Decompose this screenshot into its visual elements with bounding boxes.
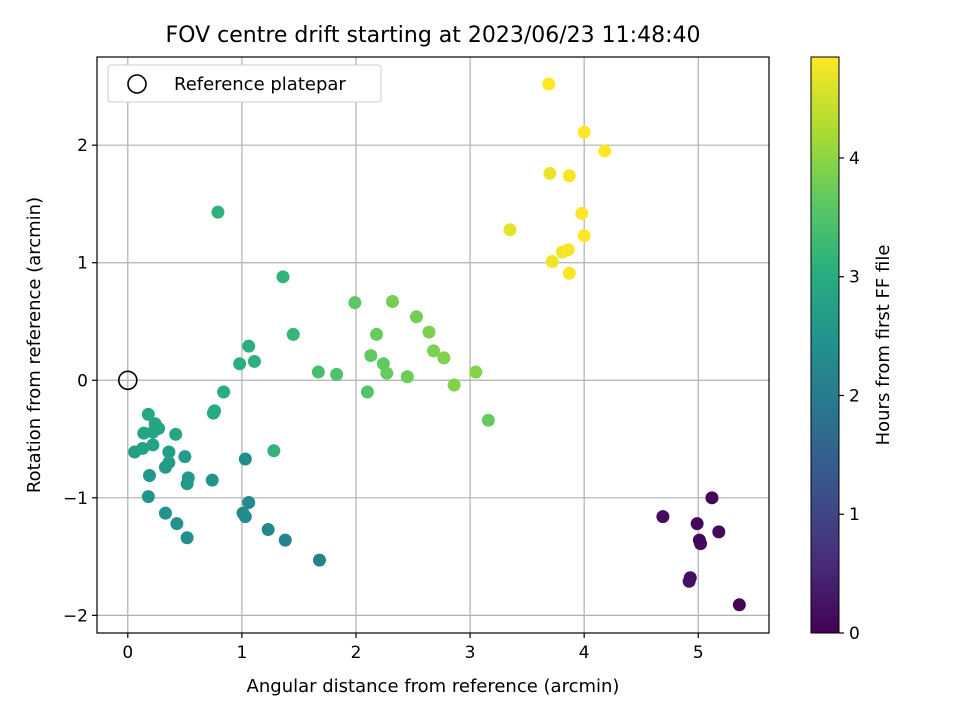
data-point [690, 517, 704, 531]
x-tick-label: 3 [465, 643, 476, 663]
y-tick-label: 0 [77, 371, 88, 391]
data-point [561, 243, 575, 257]
data-point [162, 456, 176, 470]
legend-entry-reference-platepar: Reference platepar [174, 74, 346, 95]
data-point [447, 378, 461, 392]
data-point [242, 339, 256, 353]
colorbar-tick-label: 4 [849, 149, 860, 169]
data-point [370, 327, 384, 341]
data-point [503, 223, 517, 237]
x-tick-label: 4 [579, 643, 590, 663]
data-point [238, 452, 252, 466]
data-point [437, 351, 451, 365]
data-point [278, 533, 292, 547]
data-point [267, 444, 281, 458]
legend-marker-icon [127, 74, 147, 94]
data-point [577, 125, 591, 139]
data-point [205, 473, 219, 487]
data-point [545, 255, 559, 269]
legend: Reference platepar [107, 64, 382, 103]
data-point [286, 327, 300, 341]
data-point [360, 385, 374, 399]
data-point [656, 510, 670, 524]
data-point [141, 490, 155, 504]
data-point [575, 206, 589, 220]
data-point [562, 266, 576, 280]
data-point [385, 295, 399, 309]
data-point [712, 525, 726, 539]
data-point [598, 144, 612, 158]
data-point [400, 370, 414, 384]
data-point [181, 471, 195, 485]
data-points [128, 77, 746, 612]
legend-box [107, 64, 382, 103]
colorbar-tick-label: 1 [849, 505, 860, 525]
data-point [481, 413, 495, 427]
data-point [146, 438, 160, 452]
data-point [148, 417, 162, 431]
x-axis-label: Angular distance from reference (arcmin) [247, 676, 620, 697]
colorbar-gradient [810, 56, 840, 634]
data-point [238, 510, 252, 524]
data-point [694, 537, 708, 551]
data-point [311, 365, 325, 379]
data-point [217, 385, 231, 399]
colorbar: 0 1 2 3 4 Hours from first FF file [810, 56, 894, 644]
y-axis-ticks: −2 −1 0 1 2 [63, 136, 97, 626]
grid-lines [97, 57, 769, 633]
data-point [348, 296, 362, 310]
data-point [247, 354, 261, 368]
reference-point-marker [118, 370, 138, 391]
x-tick-label: 1 [236, 643, 247, 663]
y-tick-label: 2 [77, 136, 88, 156]
data-point [208, 404, 222, 418]
data-point [682, 574, 696, 588]
y-axis-label: Rotation from reference (arcmin) [24, 197, 45, 493]
data-point [542, 77, 556, 91]
data-point [422, 325, 436, 339]
data-point [180, 531, 194, 545]
colorbar-tick-label: 2 [849, 386, 860, 406]
data-point [380, 366, 394, 380]
data-point [169, 427, 183, 441]
colorbar-label: Hours from first FF file [873, 245, 894, 446]
data-point [427, 344, 441, 358]
data-point [705, 491, 719, 505]
data-point [409, 310, 423, 324]
data-point [330, 367, 344, 381]
data-point [142, 468, 156, 482]
data-point [312, 553, 326, 567]
colorbar-tick-label: 0 [849, 624, 860, 644]
data-point [364, 349, 378, 363]
data-point [162, 445, 176, 459]
data-point [562, 169, 576, 183]
data-point [577, 229, 591, 243]
x-axis-ticks: 0 1 2 3 4 5 [122, 633, 704, 663]
data-point [211, 205, 225, 219]
data-point [276, 270, 290, 284]
data-point [543, 166, 557, 180]
data-point [732, 598, 746, 612]
data-point [469, 365, 483, 379]
data-point [233, 357, 247, 371]
colorbar-ticks: 0 1 2 3 4 [839, 149, 860, 644]
data-point [136, 441, 150, 455]
y-tick-label: 1 [77, 254, 88, 274]
plot-frame [96, 56, 770, 634]
x-tick-label: 2 [351, 643, 362, 663]
data-point [170, 517, 184, 531]
x-tick-label: 5 [693, 643, 704, 663]
y-tick-label: −1 [63, 489, 88, 509]
x-tick-label: 0 [122, 643, 133, 663]
data-point [242, 496, 256, 510]
data-point [178, 450, 192, 464]
data-point [158, 506, 172, 520]
data-point [261, 523, 275, 537]
data-point [141, 407, 155, 421]
colorbar-tick-label: 3 [849, 268, 860, 288]
chart-title: FOV centre drift starting at 2023/06/23 … [166, 23, 701, 48]
y-tick-label: −2 [63, 606, 88, 626]
